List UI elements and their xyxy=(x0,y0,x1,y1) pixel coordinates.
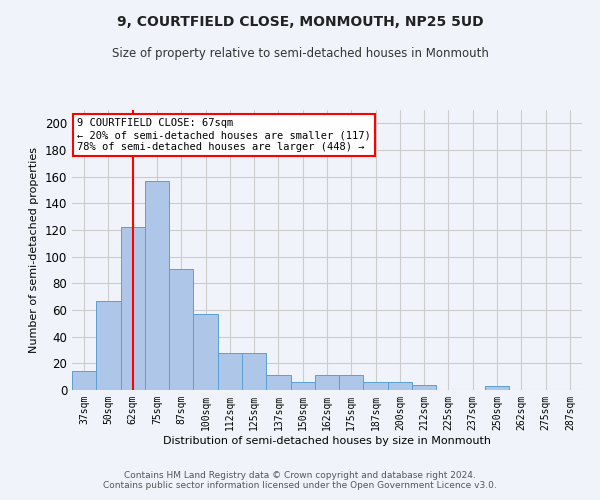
Bar xyxy=(72,372,96,390)
Bar xyxy=(145,180,169,390)
Text: 9 COURTFIELD CLOSE: 67sqm
← 20% of semi-detached houses are smaller (117)
78% of: 9 COURTFIELD CLOSE: 67sqm ← 20% of semi-… xyxy=(77,118,371,152)
Bar xyxy=(485,386,509,390)
Bar xyxy=(169,268,193,390)
Text: 9, COURTFIELD CLOSE, MONMOUTH, NP25 5UD: 9, COURTFIELD CLOSE, MONMOUTH, NP25 5UD xyxy=(116,15,484,29)
Bar xyxy=(388,382,412,390)
Bar xyxy=(96,300,121,390)
Bar xyxy=(364,382,388,390)
Bar xyxy=(412,384,436,390)
Bar xyxy=(290,382,315,390)
Text: Contains HM Land Registry data © Crown copyright and database right 2024.
Contai: Contains HM Land Registry data © Crown c… xyxy=(103,470,497,490)
Bar xyxy=(339,376,364,390)
Text: Size of property relative to semi-detached houses in Monmouth: Size of property relative to semi-detach… xyxy=(112,48,488,60)
Y-axis label: Number of semi-detached properties: Number of semi-detached properties xyxy=(29,147,39,353)
Bar xyxy=(218,352,242,390)
Bar xyxy=(266,376,290,390)
Bar xyxy=(193,314,218,390)
Bar xyxy=(242,352,266,390)
Bar xyxy=(315,376,339,390)
X-axis label: Distribution of semi-detached houses by size in Monmouth: Distribution of semi-detached houses by … xyxy=(163,436,491,446)
Bar xyxy=(121,228,145,390)
